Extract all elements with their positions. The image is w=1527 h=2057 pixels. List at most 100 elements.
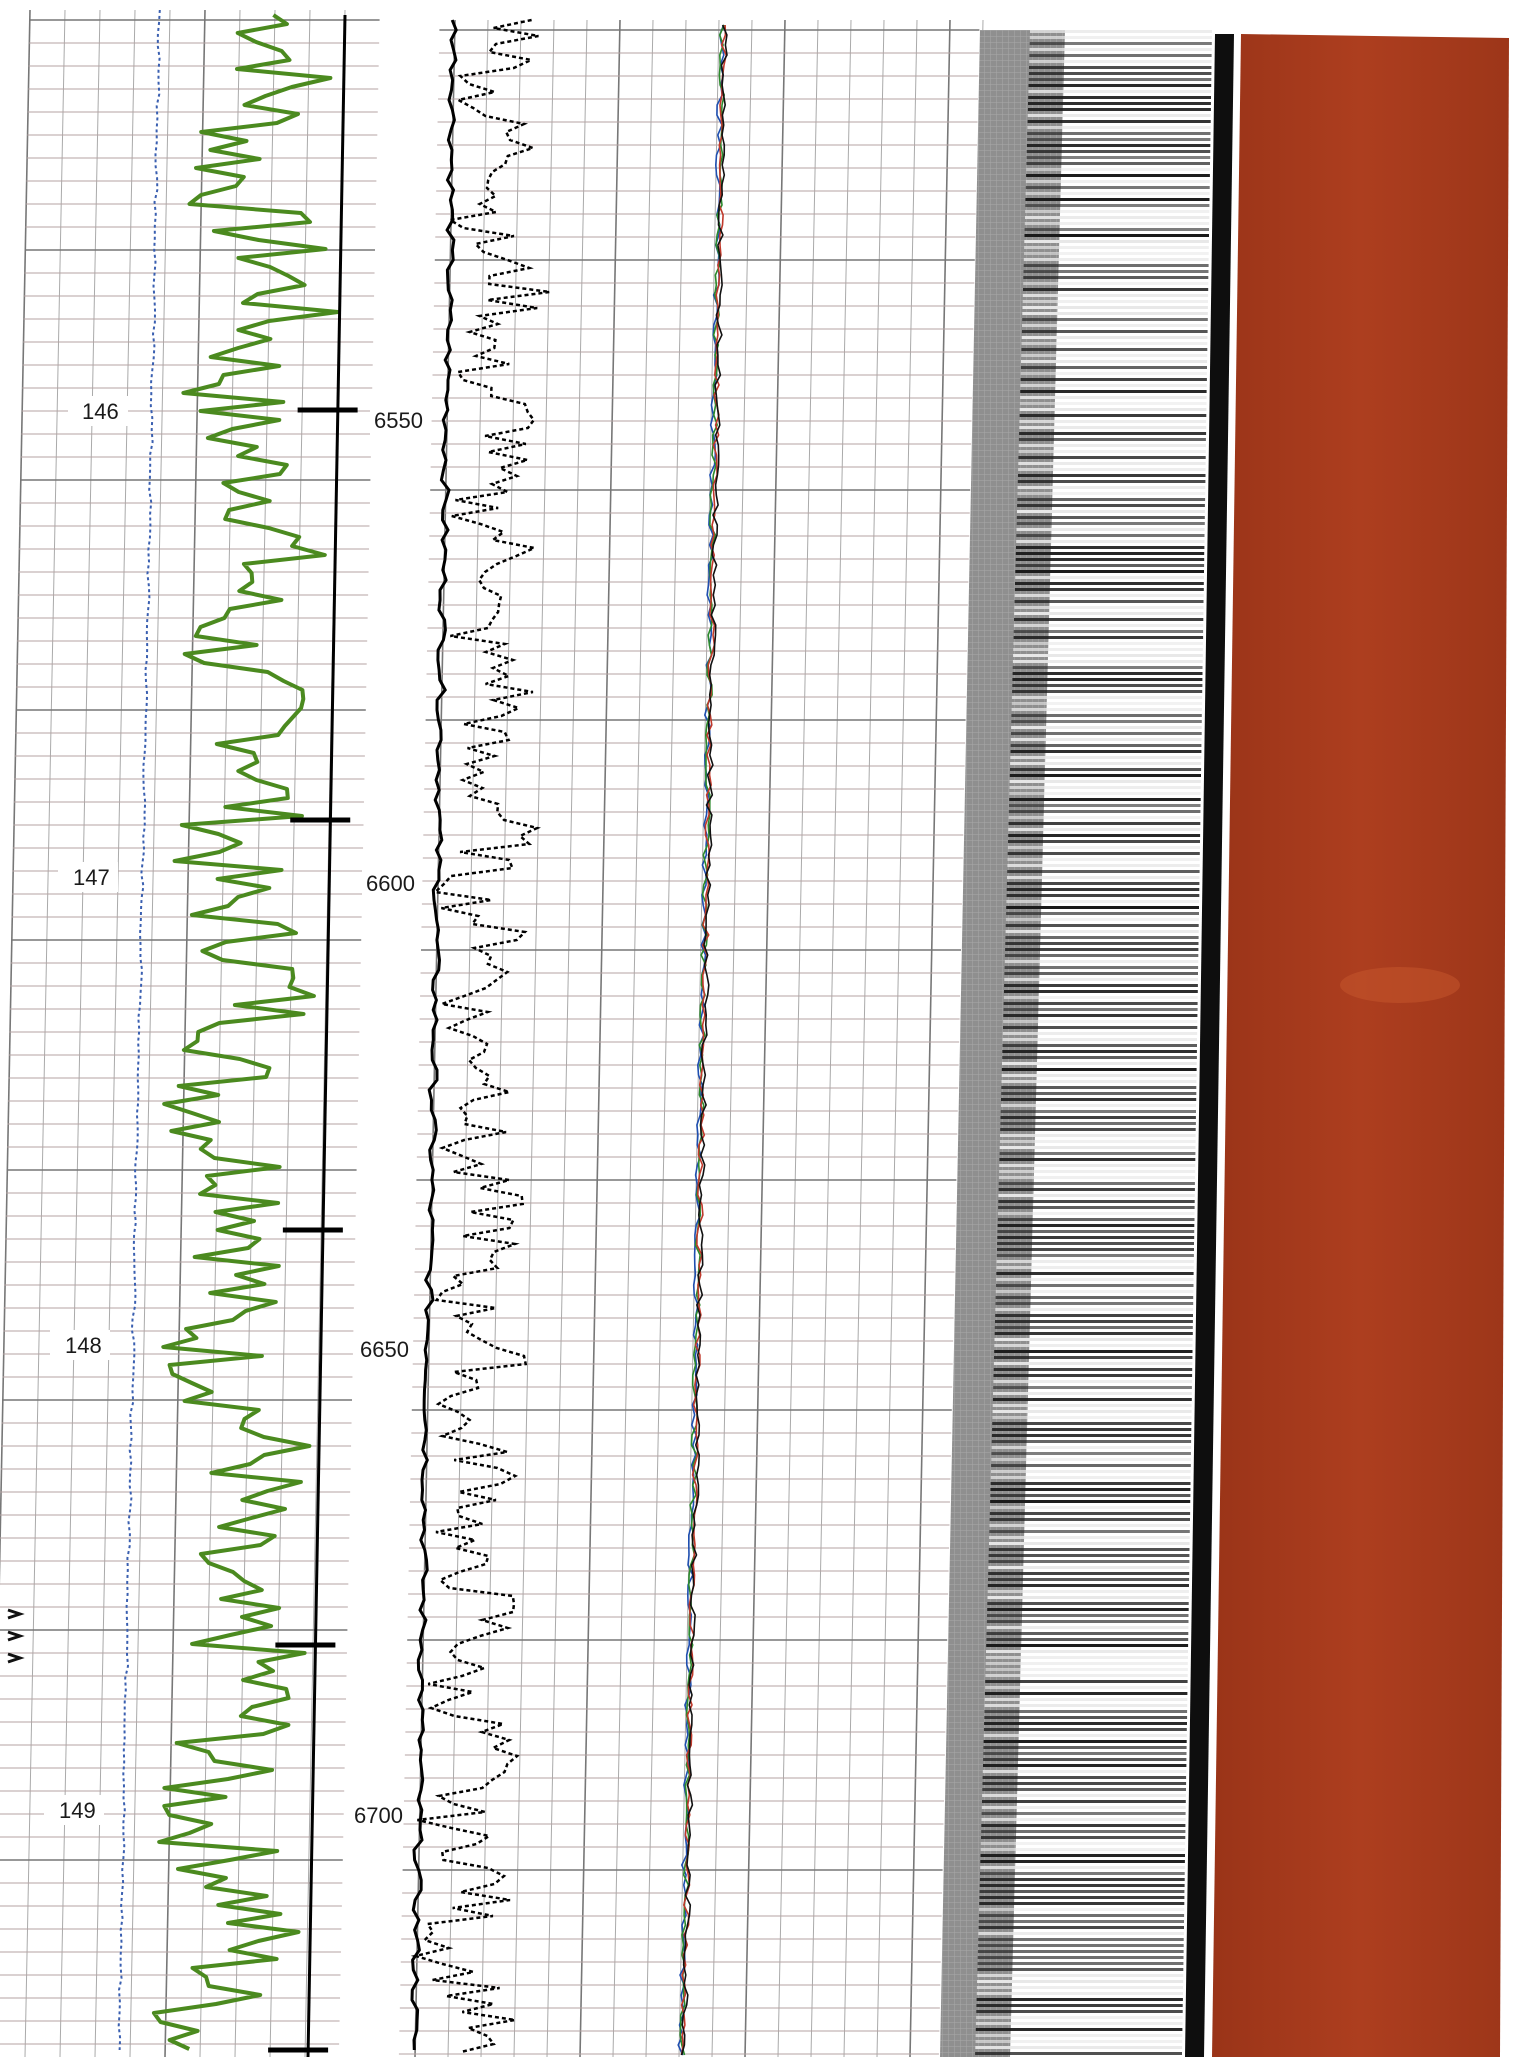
image-log-stripe bbox=[981, 1818, 1186, 1821]
image-log-stripe bbox=[987, 1596, 1189, 1599]
image-log-stripe bbox=[1012, 672, 1203, 675]
image-log-stripe bbox=[1016, 522, 1205, 525]
image-log-stripe bbox=[1017, 480, 1206, 483]
image-log-stripe bbox=[1027, 138, 1211, 141]
image-log-stripe bbox=[1011, 720, 1202, 723]
image-log-stripe bbox=[1020, 366, 1207, 369]
image-log-stripe bbox=[1022, 306, 1208, 309]
image-log-stripe bbox=[993, 1386, 1192, 1389]
image-log-stripe bbox=[994, 1344, 1193, 1347]
image-log-stripe bbox=[1002, 1062, 1197, 1065]
image-log-stripe bbox=[994, 1332, 1193, 1335]
image-log-stripe bbox=[991, 1446, 1192, 1449]
image-log-stripe bbox=[1007, 858, 1200, 861]
image-log-stripe bbox=[980, 1872, 1185, 1875]
image-log-stripe bbox=[988, 1554, 1190, 1557]
image-log-stripe bbox=[1014, 612, 1204, 615]
image-log-stripe bbox=[1021, 330, 1208, 333]
image-log-stripe bbox=[977, 1950, 1184, 1953]
image-log-stripe bbox=[979, 1896, 1185, 1899]
image-log-stripe bbox=[987, 1602, 1189, 1605]
image-log-stripe bbox=[1005, 948, 1199, 951]
image-log-stripe bbox=[1029, 66, 1212, 69]
image-log-stripe bbox=[978, 1944, 1184, 1947]
image-log-stripe bbox=[992, 1398, 1192, 1401]
image-log-stripe bbox=[1030, 30, 1212, 33]
image-log-stripe bbox=[975, 2034, 1183, 2037]
grid-vertical-line bbox=[0, 9, 31, 1587]
image-log-stripe bbox=[1028, 78, 1212, 81]
image-log-stripe bbox=[980, 1848, 1186, 1851]
image-log-stripe bbox=[1005, 918, 1199, 921]
image-log-stripe bbox=[1003, 1002, 1198, 1005]
image-log-stripe bbox=[976, 1998, 1183, 2001]
grid-vertical-line bbox=[612, 19, 654, 2057]
image-log-stripe bbox=[994, 1356, 1193, 1359]
image-log-stripe bbox=[1000, 1128, 1196, 1131]
image-log-stripe bbox=[1000, 1104, 1197, 1107]
image-log-stripe bbox=[997, 1230, 1195, 1233]
image-log-stripe bbox=[988, 1566, 1190, 1569]
image-log-stripe bbox=[994, 1350, 1193, 1353]
image-log-stripe bbox=[997, 1224, 1195, 1227]
image-log-stripe bbox=[1027, 120, 1211, 123]
image-log-stripe bbox=[1008, 816, 1201, 819]
core-photo-track bbox=[1212, 34, 1509, 2057]
grid-vertical-line bbox=[269, 9, 311, 2057]
resistivity-curve-line bbox=[679, 24, 726, 2056]
image-log-stripe bbox=[1016, 546, 1205, 549]
image-log-stripe bbox=[1027, 114, 1211, 117]
image-log-stripe bbox=[999, 1164, 1196, 1167]
image-log-stripe bbox=[1017, 510, 1205, 513]
image-log-stripe bbox=[1018, 438, 1206, 441]
image-log-dark-edge bbox=[1185, 34, 1234, 2057]
image-log-stripe bbox=[979, 1902, 1185, 1905]
image-log-stripe bbox=[1004, 960, 1199, 963]
image-log-stripe bbox=[1001, 1086, 1197, 1089]
image-log-stripe bbox=[1007, 870, 1200, 873]
image-log-stripe bbox=[1022, 318, 1208, 321]
image-log-stripe bbox=[992, 1428, 1192, 1431]
image-log-stripe bbox=[991, 1458, 1191, 1461]
image-log-stripe bbox=[993, 1368, 1193, 1371]
image-log-stripe bbox=[1027, 126, 1211, 129]
image-log-stripe bbox=[1028, 84, 1212, 87]
image-log-stripe bbox=[979, 1890, 1185, 1893]
grid-vertical-line bbox=[909, 19, 951, 2057]
image-log-stripe bbox=[1023, 276, 1209, 279]
track-boundary-line bbox=[306, 14, 347, 2057]
depth-label-6550: 6550 bbox=[374, 408, 423, 433]
image-log-stripe bbox=[1010, 750, 1202, 753]
image-log-stripe bbox=[997, 1242, 1194, 1245]
image-log-stripe bbox=[1023, 258, 1209, 261]
image-log-stripe bbox=[991, 1440, 1192, 1443]
image-log-stripe bbox=[993, 1380, 1193, 1383]
image-log-stripe bbox=[991, 1464, 1191, 1467]
image-log-stripe bbox=[986, 1644, 1189, 1647]
image-log-stripe bbox=[1012, 684, 1203, 687]
grid-vertical-line bbox=[777, 19, 819, 2057]
image-log-stripe bbox=[989, 1536, 1190, 1539]
image-log-stripe bbox=[1029, 54, 1212, 57]
image-log-stripe bbox=[1026, 150, 1211, 153]
image-log-stripe bbox=[1024, 234, 1209, 237]
image-log-stripe bbox=[1026, 174, 1210, 177]
image-log-stripe bbox=[983, 1740, 1187, 1743]
image-log-stripe bbox=[995, 1308, 1194, 1311]
depth-label-6650: 6650 bbox=[360, 1337, 409, 1362]
image-log-stripe bbox=[1004, 966, 1199, 969]
image-log-stripe bbox=[979, 1908, 1185, 1911]
grid-vertical-line bbox=[843, 19, 885, 2057]
image-log-stripe bbox=[975, 2040, 1183, 2043]
image-log-stripe bbox=[989, 1524, 1190, 1527]
image-log-stripe bbox=[1021, 354, 1208, 357]
image-log-stripe bbox=[1022, 300, 1208, 303]
image-log-stripe bbox=[1023, 288, 1209, 291]
image-log-stripe bbox=[1014, 618, 1204, 621]
image-log-stripe bbox=[987, 1608, 1189, 1611]
image-log-stripe bbox=[986, 1632, 1189, 1635]
image-log-stripe bbox=[1007, 852, 1200, 855]
image-log-stripe bbox=[996, 1278, 1194, 1281]
image-log-stripe bbox=[977, 1968, 1184, 1971]
depth-label-6700: 6700 bbox=[354, 1803, 403, 1828]
